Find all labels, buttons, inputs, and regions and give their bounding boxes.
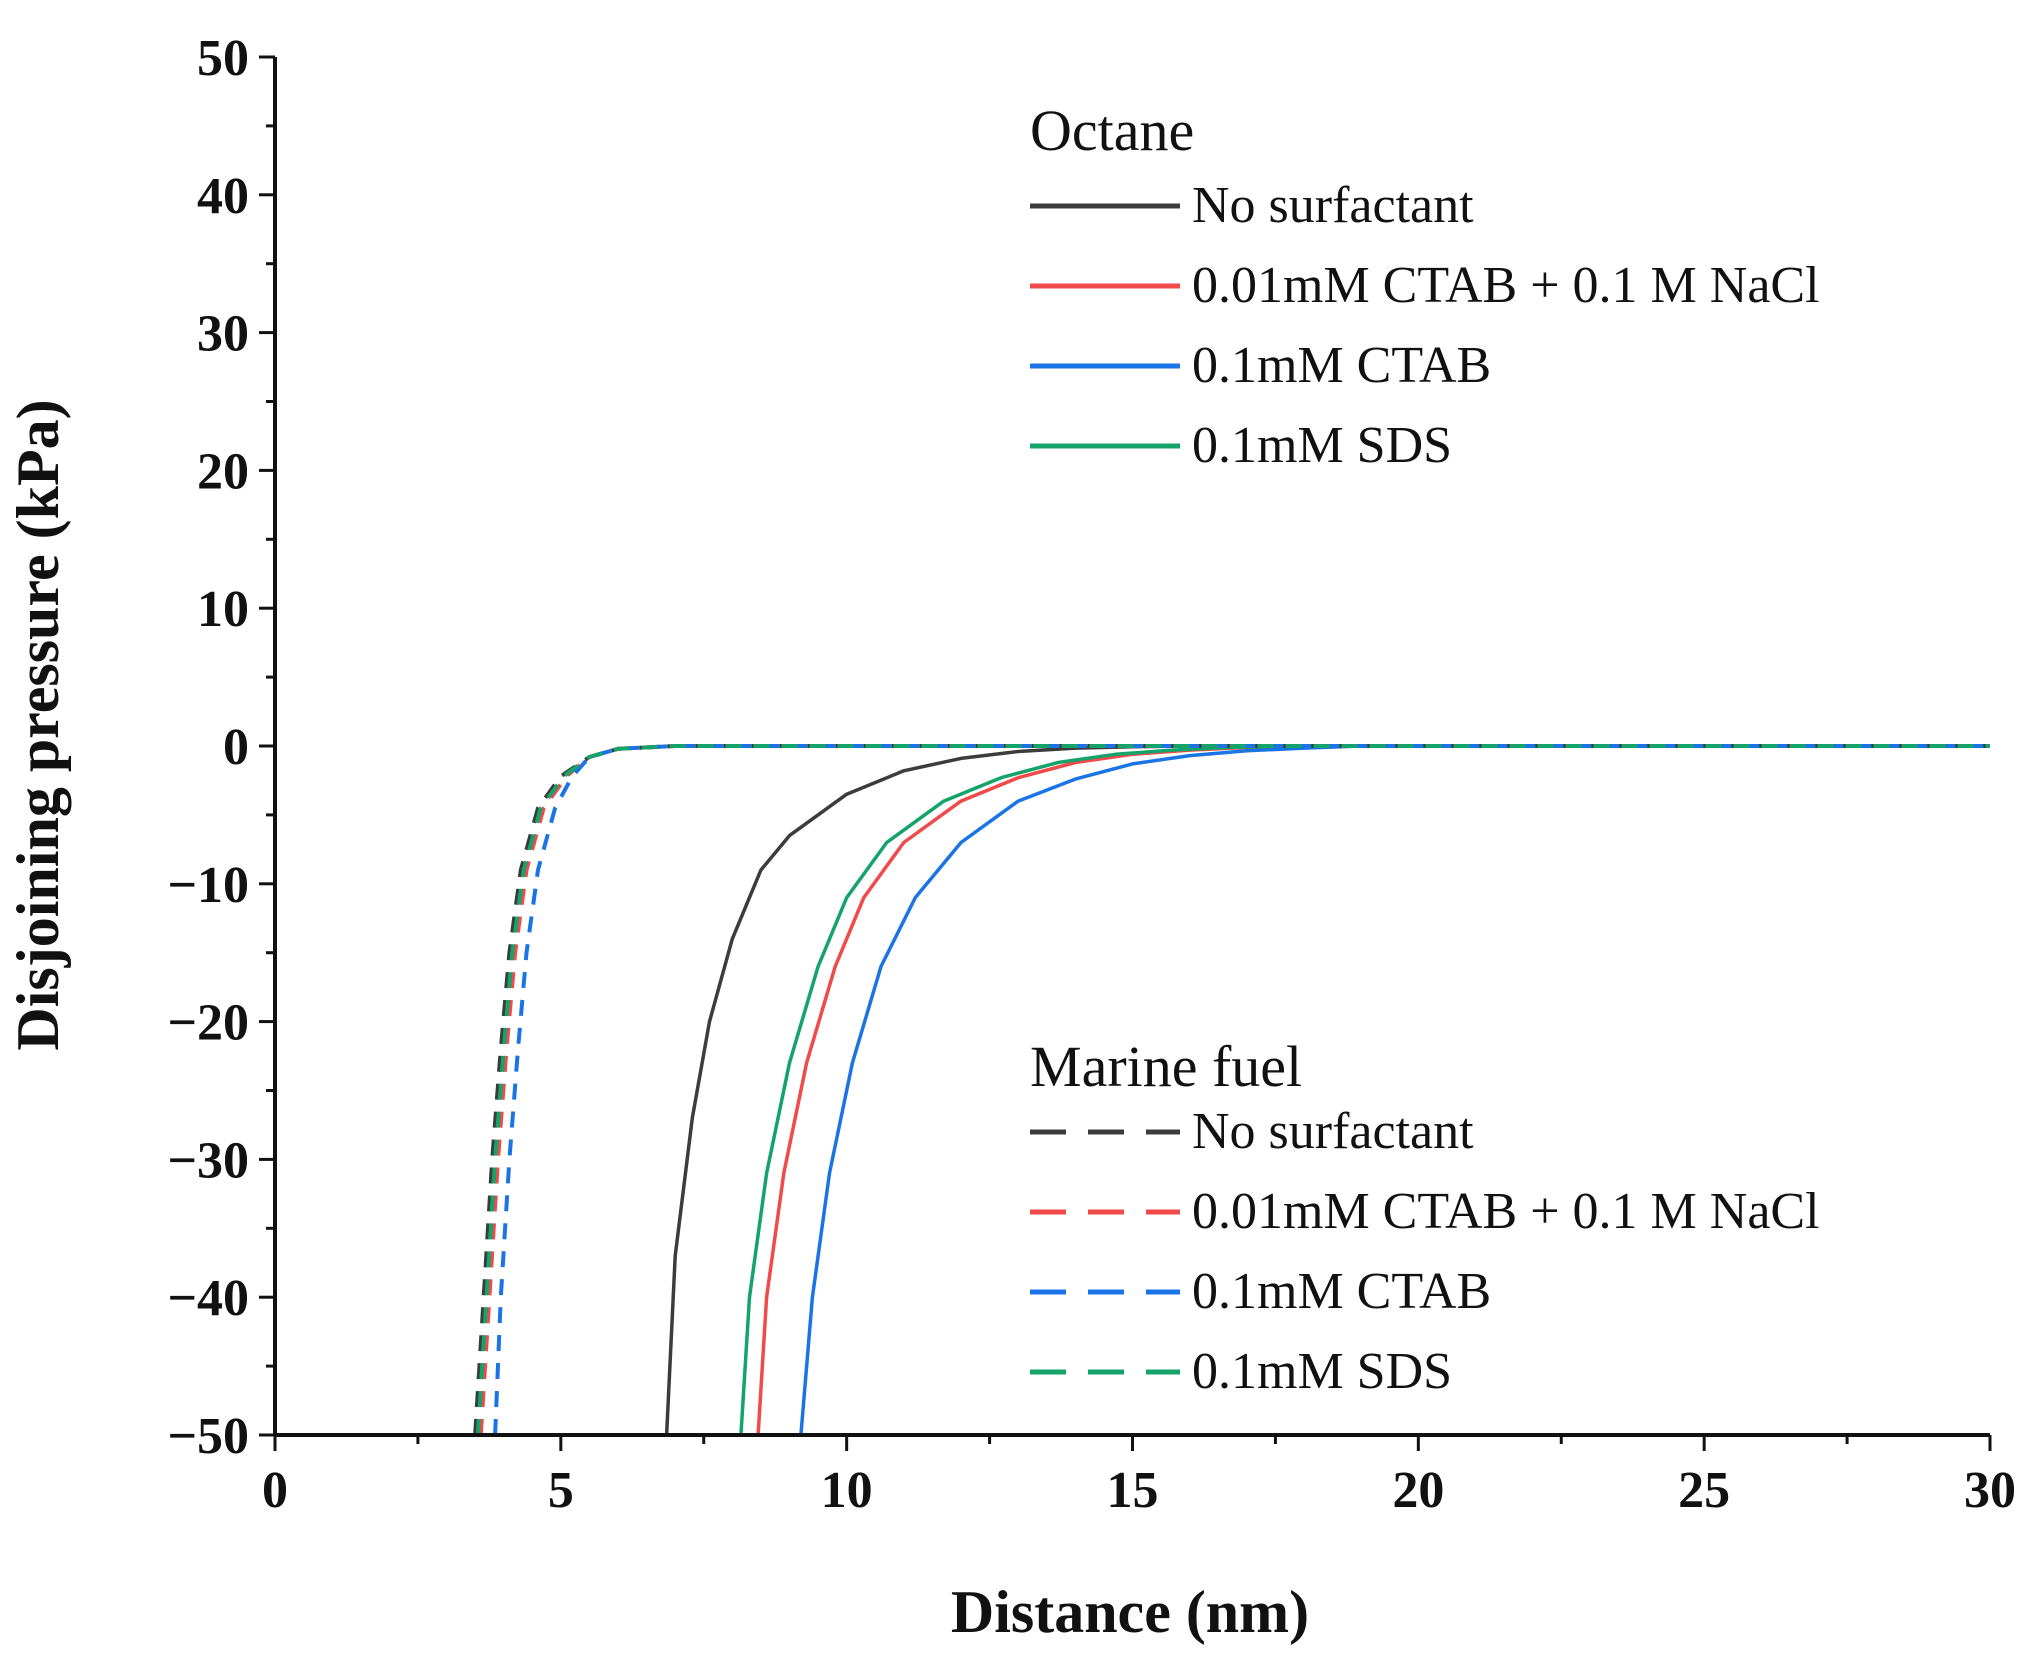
y-tick-label: −50 [167, 1408, 249, 1465]
legend-label: 0.01mM CTAB + 0.1 M NaCl [1192, 1183, 1820, 1240]
y-tick-label: 0 [223, 719, 249, 776]
legend-label: No surfactant [1192, 177, 1474, 234]
y-tick-label: −30 [167, 1132, 249, 1189]
series-line [799, 744, 1990, 1436]
legend-label: 0.1mM SDS [1192, 417, 1452, 474]
legend-label: 0.01mM CTAB + 0.1 M NaCl [1192, 257, 1820, 314]
y-tick-label: 20 [197, 443, 249, 500]
y-tick-label: 40 [197, 168, 249, 225]
y-tick-label: 50 [197, 30, 249, 87]
x-tick-label: 25 [1678, 1462, 1730, 1519]
legend-label: 0.1mM CTAB [1192, 337, 1491, 394]
x-tick-label: 10 [821, 1462, 873, 1519]
x-tick-label: 15 [1107, 1462, 1159, 1519]
ticks: 0 5 10 15 20 25 30 50 40 30 20 10 0 −10 −20 −30 −40 −50 [167, 30, 2016, 1519]
y-axis-title: Disjoining pressure (kPa) [5, 399, 71, 1050]
series-line [739, 744, 1990, 1436]
legend: Octane No surfactant 0.01mM CTAB + 0.1 M N… [1030, 98, 1820, 1400]
y-tick-label: −10 [167, 857, 249, 914]
legend-label: No surfactant [1192, 1103, 1474, 1160]
x-axis-title: Distance (nm) [951, 1579, 1309, 1645]
legend-group-title: Marine fuel [1030, 1034, 1302, 1099]
y-tick-label: −20 [167, 995, 249, 1052]
series-line [475, 744, 1990, 1436]
legend-label: 0.1mM CTAB [1192, 1263, 1491, 1320]
plot-lines [473, 744, 1990, 1436]
series-line [756, 744, 1990, 1436]
legend-group-title: Octane [1030, 98, 1194, 163]
legend-label: 0.1mM SDS [1192, 1343, 1452, 1400]
x-tick-label: 20 [1392, 1462, 1444, 1519]
series-line [473, 744, 1990, 1436]
y-tick-label: 10 [197, 581, 249, 638]
x-tick-label: 30 [1964, 1462, 2016, 1519]
series-line [664, 744, 1990, 1436]
x-tick-label: 0 [262, 1462, 288, 1519]
y-tick-label: 30 [197, 306, 249, 363]
x-tick-label: 5 [548, 1462, 574, 1519]
y-tick-label: −40 [167, 1270, 249, 1327]
